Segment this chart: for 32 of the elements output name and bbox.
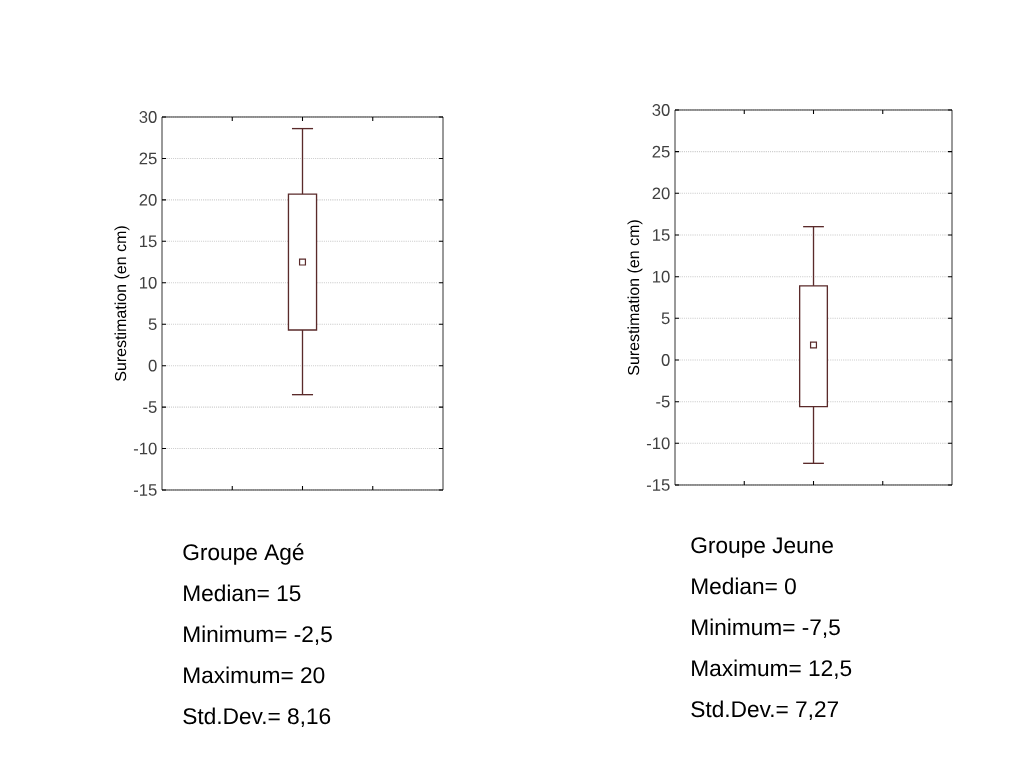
y-tick-label: 25	[652, 145, 670, 158]
text: Maximum= 20	[184, 666, 325, 684]
y-tick-label: 0	[148, 359, 157, 372]
text: Minimum= -7,5	[692, 618, 840, 638]
y-tick-label: 20	[652, 187, 670, 200]
y-axis-title: Surestimation (en cm)	[114, 226, 130, 382]
y-tick-label: -10	[646, 437, 670, 450]
y-tick-label: -5	[656, 395, 670, 408]
text: Groupe Jeune	[691, 537, 833, 558]
text: Std.Dev.= 8,16	[183, 707, 331, 727]
y-tick-label: 10	[653, 270, 670, 283]
y-axis-title: Surestimation (en cm)	[627, 220, 643, 376]
y-tick-label: -15	[133, 484, 157, 496]
y-tick-label: 5	[148, 318, 157, 331]
y-tick-label: 5	[661, 312, 670, 325]
text: Groupe Agé	[183, 543, 304, 565]
text: Minimum= -2,5	[184, 625, 332, 645]
y-tick-label: 30	[139, 111, 157, 123]
y-tick-label: -5	[143, 401, 157, 413]
y-tick-label: -10	[133, 442, 157, 455]
y-tick-label: 0	[661, 354, 670, 366]
y-tick-label: 25	[139, 152, 157, 165]
y-tick-label: -15	[646, 479, 670, 491]
y-tick-label: 15	[653, 229, 670, 241]
text: Median= 0	[692, 577, 796, 595]
text: Std.Dev.= 7,27	[691, 700, 839, 720]
y-tick-label: 20	[139, 194, 157, 206]
y-tick-label: 10	[140, 276, 157, 289]
y-tick-label: 15	[140, 235, 157, 248]
y-tick-label: 30	[652, 104, 670, 116]
text: Median= 15	[184, 584, 301, 602]
text: Maximum= 12,5	[692, 659, 852, 679]
